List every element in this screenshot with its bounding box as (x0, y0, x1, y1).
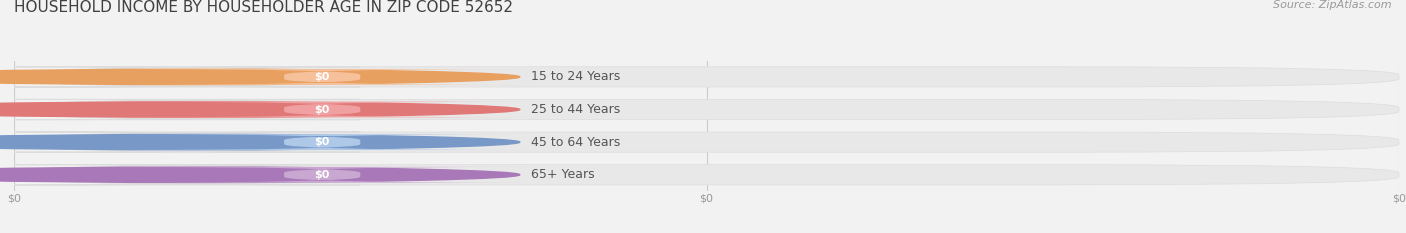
FancyBboxPatch shape (111, 102, 533, 117)
Circle shape (0, 102, 520, 117)
FancyBboxPatch shape (14, 165, 360, 185)
Text: 15 to 24 Years: 15 to 24 Years (531, 70, 620, 83)
Text: 45 to 64 Years: 45 to 64 Years (531, 136, 620, 149)
FancyBboxPatch shape (14, 99, 1399, 120)
Text: HOUSEHOLD INCOME BY HOUSEHOLDER AGE IN ZIP CODE 52652: HOUSEHOLD INCOME BY HOUSEHOLDER AGE IN Z… (14, 0, 513, 15)
FancyBboxPatch shape (14, 132, 1399, 152)
FancyBboxPatch shape (111, 167, 533, 183)
FancyBboxPatch shape (14, 132, 360, 152)
Text: $0: $0 (315, 72, 330, 82)
FancyBboxPatch shape (14, 165, 1399, 185)
FancyBboxPatch shape (111, 134, 533, 150)
FancyBboxPatch shape (14, 67, 1399, 87)
FancyBboxPatch shape (111, 69, 533, 85)
Text: Source: ZipAtlas.com: Source: ZipAtlas.com (1274, 0, 1392, 10)
Text: $0: $0 (315, 170, 330, 180)
FancyBboxPatch shape (14, 67, 360, 87)
FancyBboxPatch shape (14, 99, 360, 120)
Circle shape (0, 167, 520, 182)
Circle shape (0, 69, 520, 85)
Text: 65+ Years: 65+ Years (531, 168, 595, 181)
Text: $0: $0 (315, 137, 330, 147)
Text: 25 to 44 Years: 25 to 44 Years (531, 103, 620, 116)
Text: $0: $0 (315, 105, 330, 114)
Circle shape (0, 134, 520, 150)
